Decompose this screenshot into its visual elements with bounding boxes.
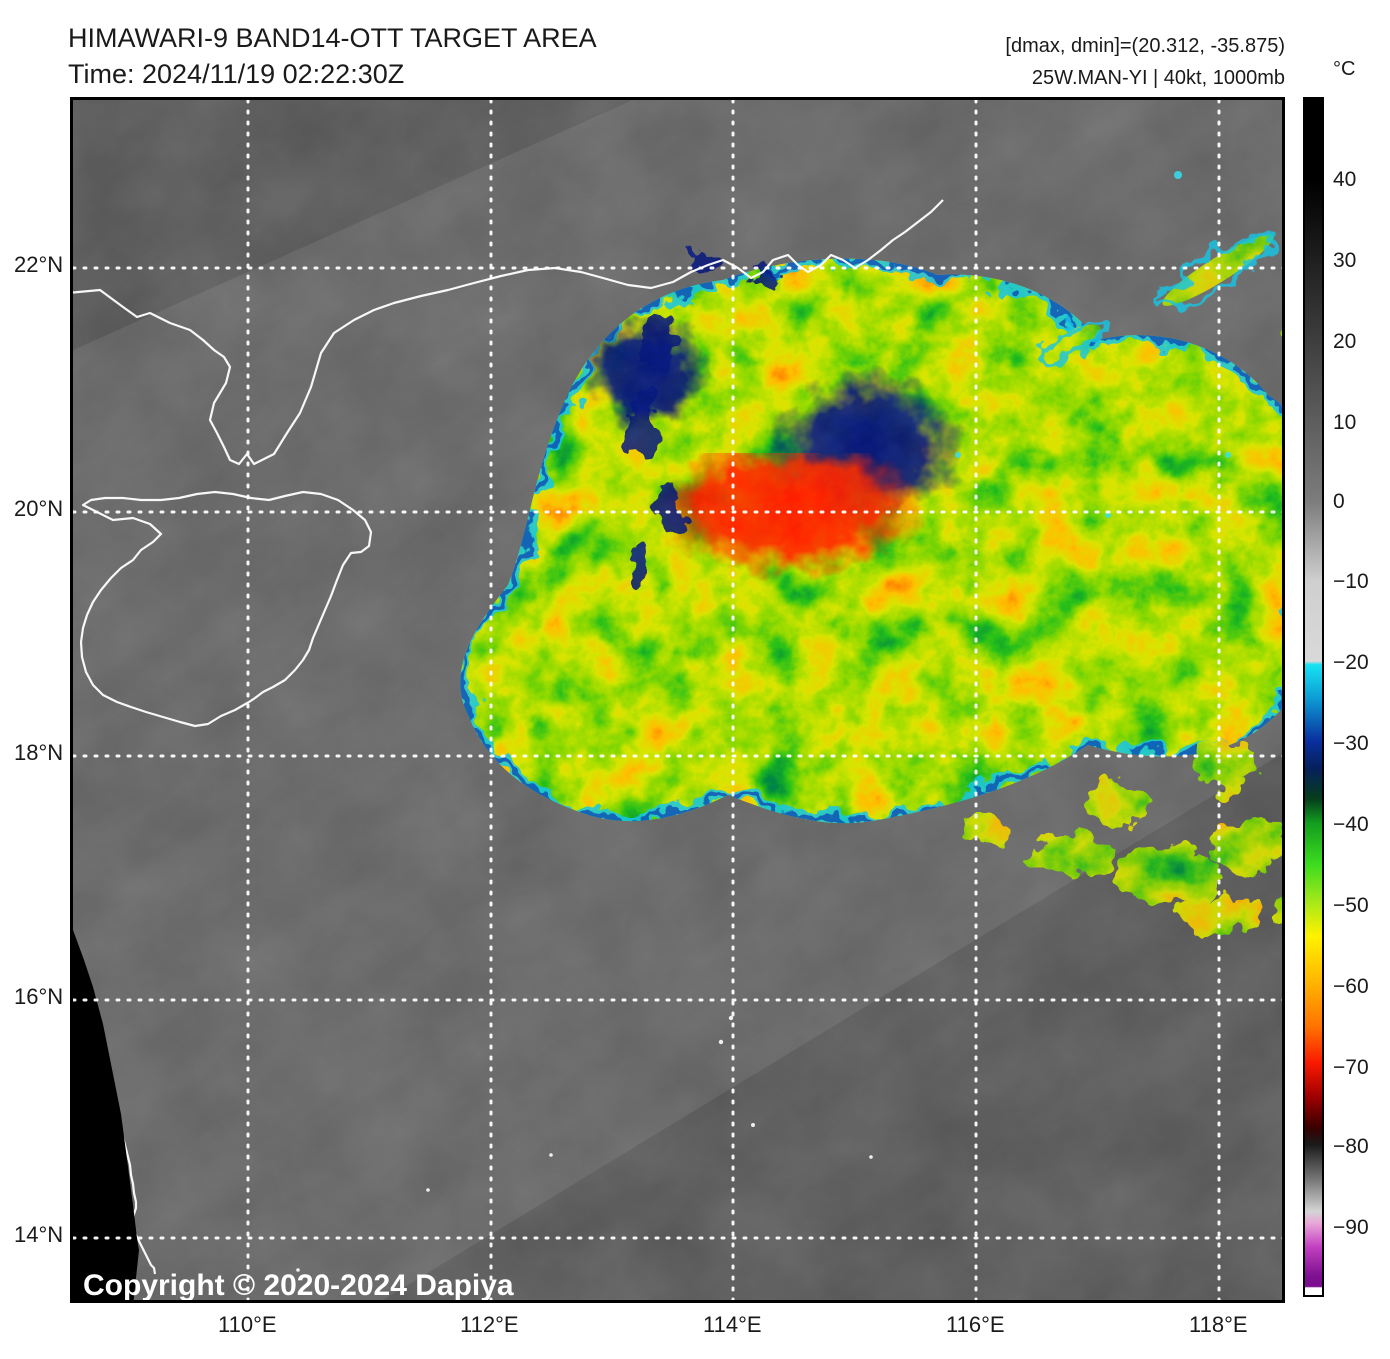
svg-text:Copyright © 2020-2024 Dapiya: Copyright © 2020-2024 Dapiya bbox=[83, 1269, 514, 1302]
